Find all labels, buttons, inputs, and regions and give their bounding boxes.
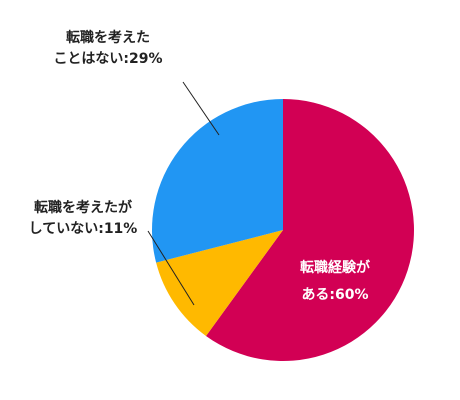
slice-label: 転職を考えた	[66, 29, 150, 46]
pie-slice	[206, 99, 414, 361]
slice-label: 転職経験が	[300, 259, 371, 276]
slice-label: ある:60%	[301, 287, 368, 303]
slice-label: 転職を考えたが	[34, 199, 133, 216]
slice-label: していない:11%	[29, 221, 138, 237]
leader-line	[182, 81, 220, 136]
leader-line	[147, 230, 195, 306]
slice-label: ことはない:29%	[53, 51, 162, 67]
pie-slice	[152, 99, 283, 263]
pie-slice	[156, 230, 283, 336]
